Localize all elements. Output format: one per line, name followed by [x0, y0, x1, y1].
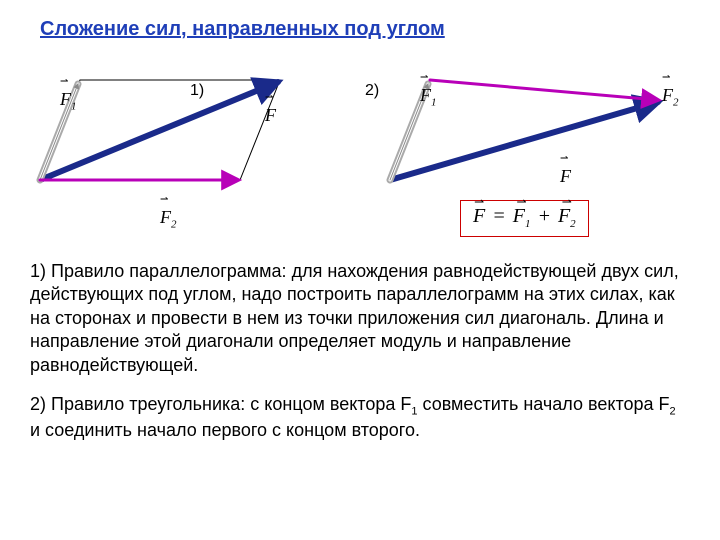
- label-F2: ⇀ F2: [160, 186, 177, 231]
- label-F2-sub: 2: [171, 219, 177, 231]
- p2-c: и соединить начало первого с концом втор…: [30, 420, 420, 440]
- formula-eq: =: [487, 205, 511, 227]
- p2-a: 2) Правило треугольника: с концом вектор…: [30, 394, 411, 414]
- p2-b: совместить начало вектора F: [417, 394, 669, 414]
- label-F2-2-text: F: [662, 85, 673, 105]
- label-F1: ⇀ F1: [60, 68, 77, 113]
- formula-F2-sub: 2: [570, 218, 576, 230]
- label-F-2: ⇀ F: [560, 145, 571, 187]
- label-F1-sub: 1: [71, 101, 77, 113]
- diagram-2-number: 2): [365, 82, 379, 100]
- page-title: Сложение сил, направленных под углом: [40, 18, 445, 41]
- label-F-text: F: [265, 105, 276, 125]
- p2-s2: 2: [670, 406, 676, 418]
- paragraph-2: 2) Правило треугольника: с концом вектор…: [30, 393, 690, 442]
- diagram-1-number: 1): [190, 82, 204, 100]
- paragraph-1: 1) Правило параллелограмма: для нахожден…: [30, 260, 690, 377]
- label-F1-2: ⇀ F1: [420, 64, 437, 109]
- formula-plus: +: [532, 205, 556, 227]
- label-F2-2-sub: 2: [673, 97, 679, 109]
- label-F2-text: F: [160, 207, 171, 227]
- label-F-2-text: F: [560, 166, 571, 186]
- vector-F-2: [390, 102, 658, 180]
- diagram-parallelogram: 1) ⇀ F1 ⇀ F ⇀ F2: [20, 60, 340, 220]
- label-F1-text: F: [60, 89, 71, 109]
- formula-box: ⇀F = ⇀F1 + ⇀F2: [460, 200, 589, 237]
- label-F1-2-text: F: [420, 85, 431, 105]
- body-text: 1) Правило параллелограмма: для нахожден…: [30, 260, 690, 458]
- vector-F2-2: [430, 80, 658, 100]
- label-F2-2: ⇀ F2: [662, 64, 679, 109]
- formula-F1-sub: 1: [525, 218, 531, 230]
- label-F: ⇀ F: [265, 84, 276, 126]
- label-F1-2-sub: 1: [431, 97, 437, 109]
